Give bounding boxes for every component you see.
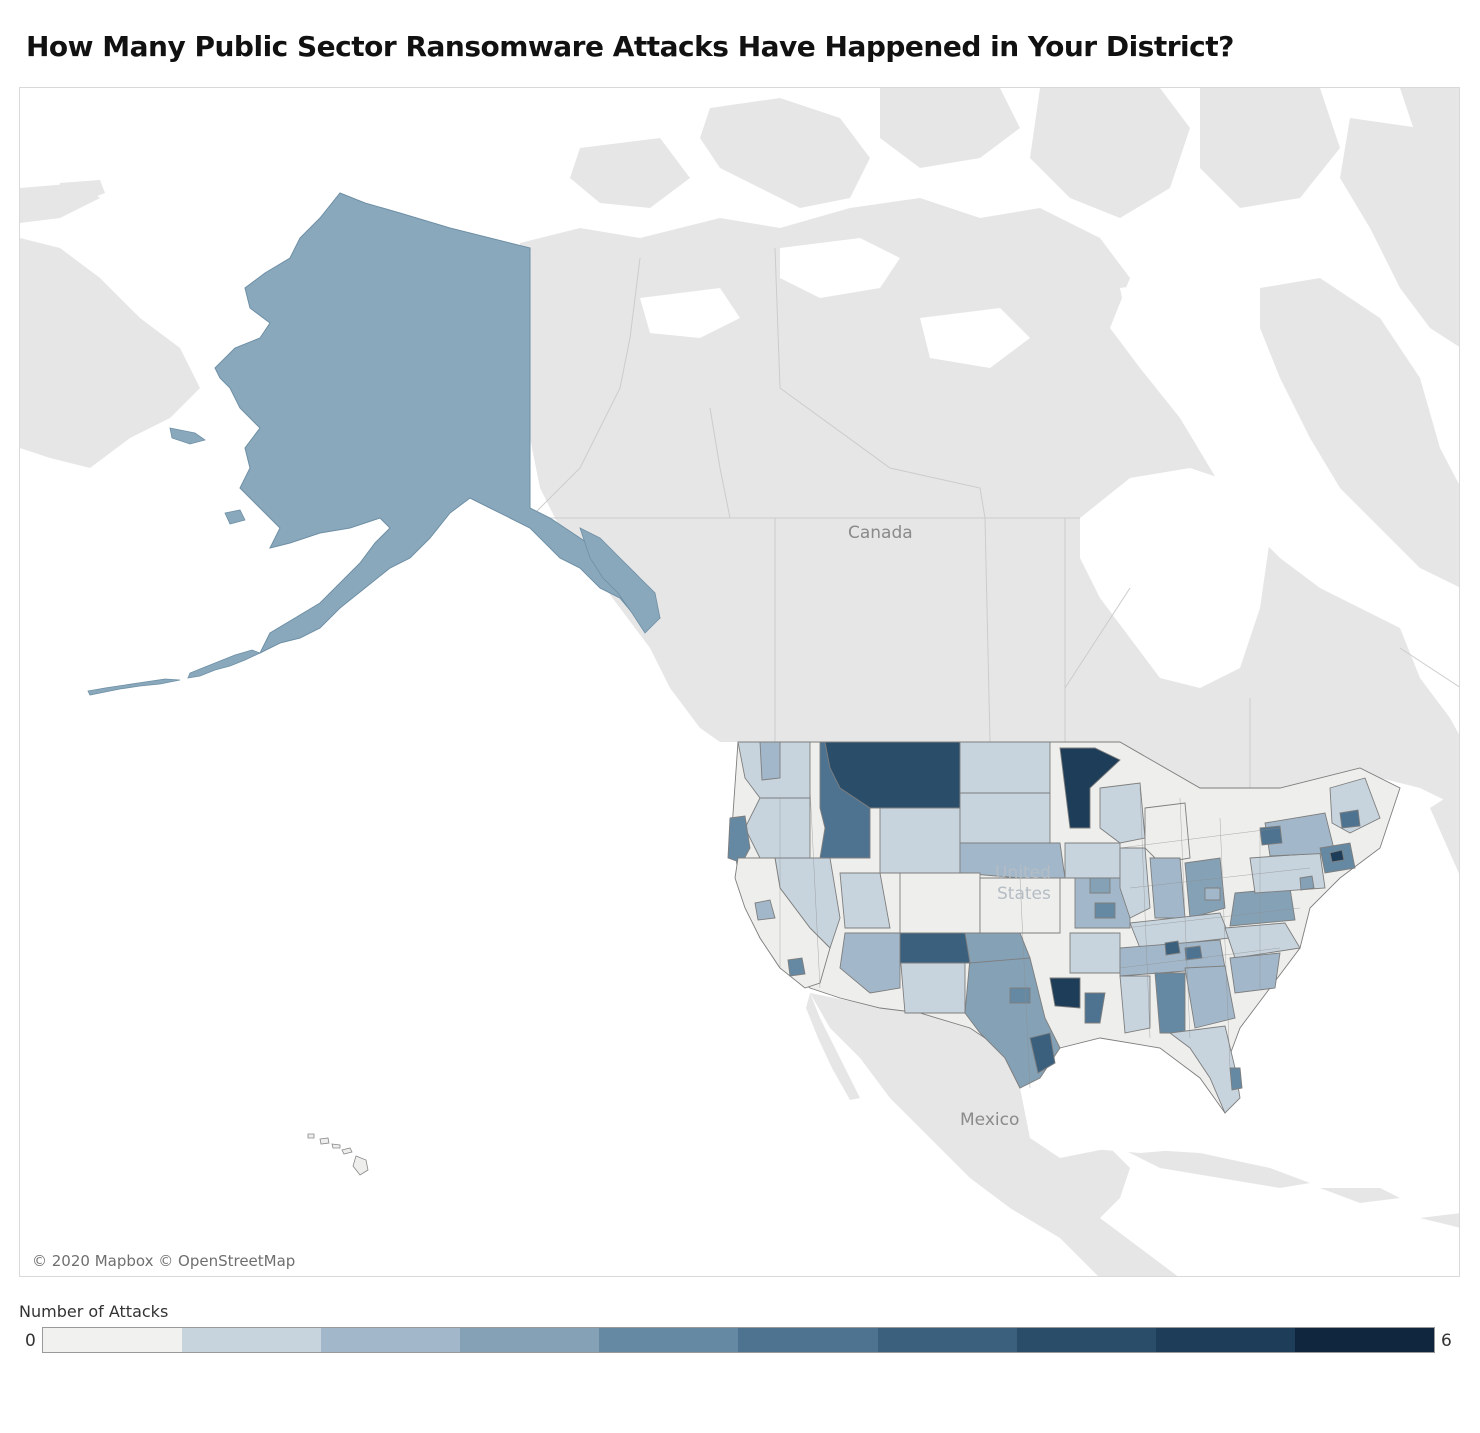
label-united-states-line1: United xyxy=(995,863,1051,883)
map-title: How Many Public Sector Ransomware Attack… xyxy=(26,30,1234,63)
legend-step-4 xyxy=(599,1328,739,1352)
legend-title: Number of Attacks xyxy=(19,1302,169,1321)
us-districts[interactable] xyxy=(727,741,1401,1114)
legend-step-8 xyxy=(1155,1328,1295,1352)
alaska-region[interactable] xyxy=(87,192,661,696)
map-attribution[interactable]: © 2020 Mapbox © OpenStreetMap xyxy=(32,1252,296,1270)
district-borders xyxy=(779,787,1311,1089)
label-canada: Canada xyxy=(848,523,913,543)
hawaii-region[interactable] xyxy=(307,1133,369,1176)
label-mexico: Mexico xyxy=(960,1110,1019,1130)
choropleth-map[interactable]: Canada United States Mexico xyxy=(20,88,1460,1277)
legend-min-label: 0 xyxy=(25,1331,36,1351)
color-legend xyxy=(42,1327,1435,1353)
legend-step-3 xyxy=(460,1328,600,1352)
map-view[interactable]: Canada United States Mexico © 2020 Mapbo… xyxy=(19,87,1460,1277)
label-united-states-line2: States xyxy=(997,884,1051,904)
legend-step-6 xyxy=(877,1328,1017,1352)
legend-step-0 xyxy=(43,1328,183,1352)
province-borders xyxy=(529,247,1459,808)
legend-step-9 xyxy=(1294,1328,1434,1352)
legend-max-label: 6 xyxy=(1441,1331,1452,1351)
legend-step-1 xyxy=(182,1328,322,1352)
legend-step-7 xyxy=(1016,1328,1156,1352)
legend-step-2 xyxy=(321,1328,461,1352)
basemap-land xyxy=(20,88,1459,1276)
legend-step-5 xyxy=(738,1328,878,1352)
